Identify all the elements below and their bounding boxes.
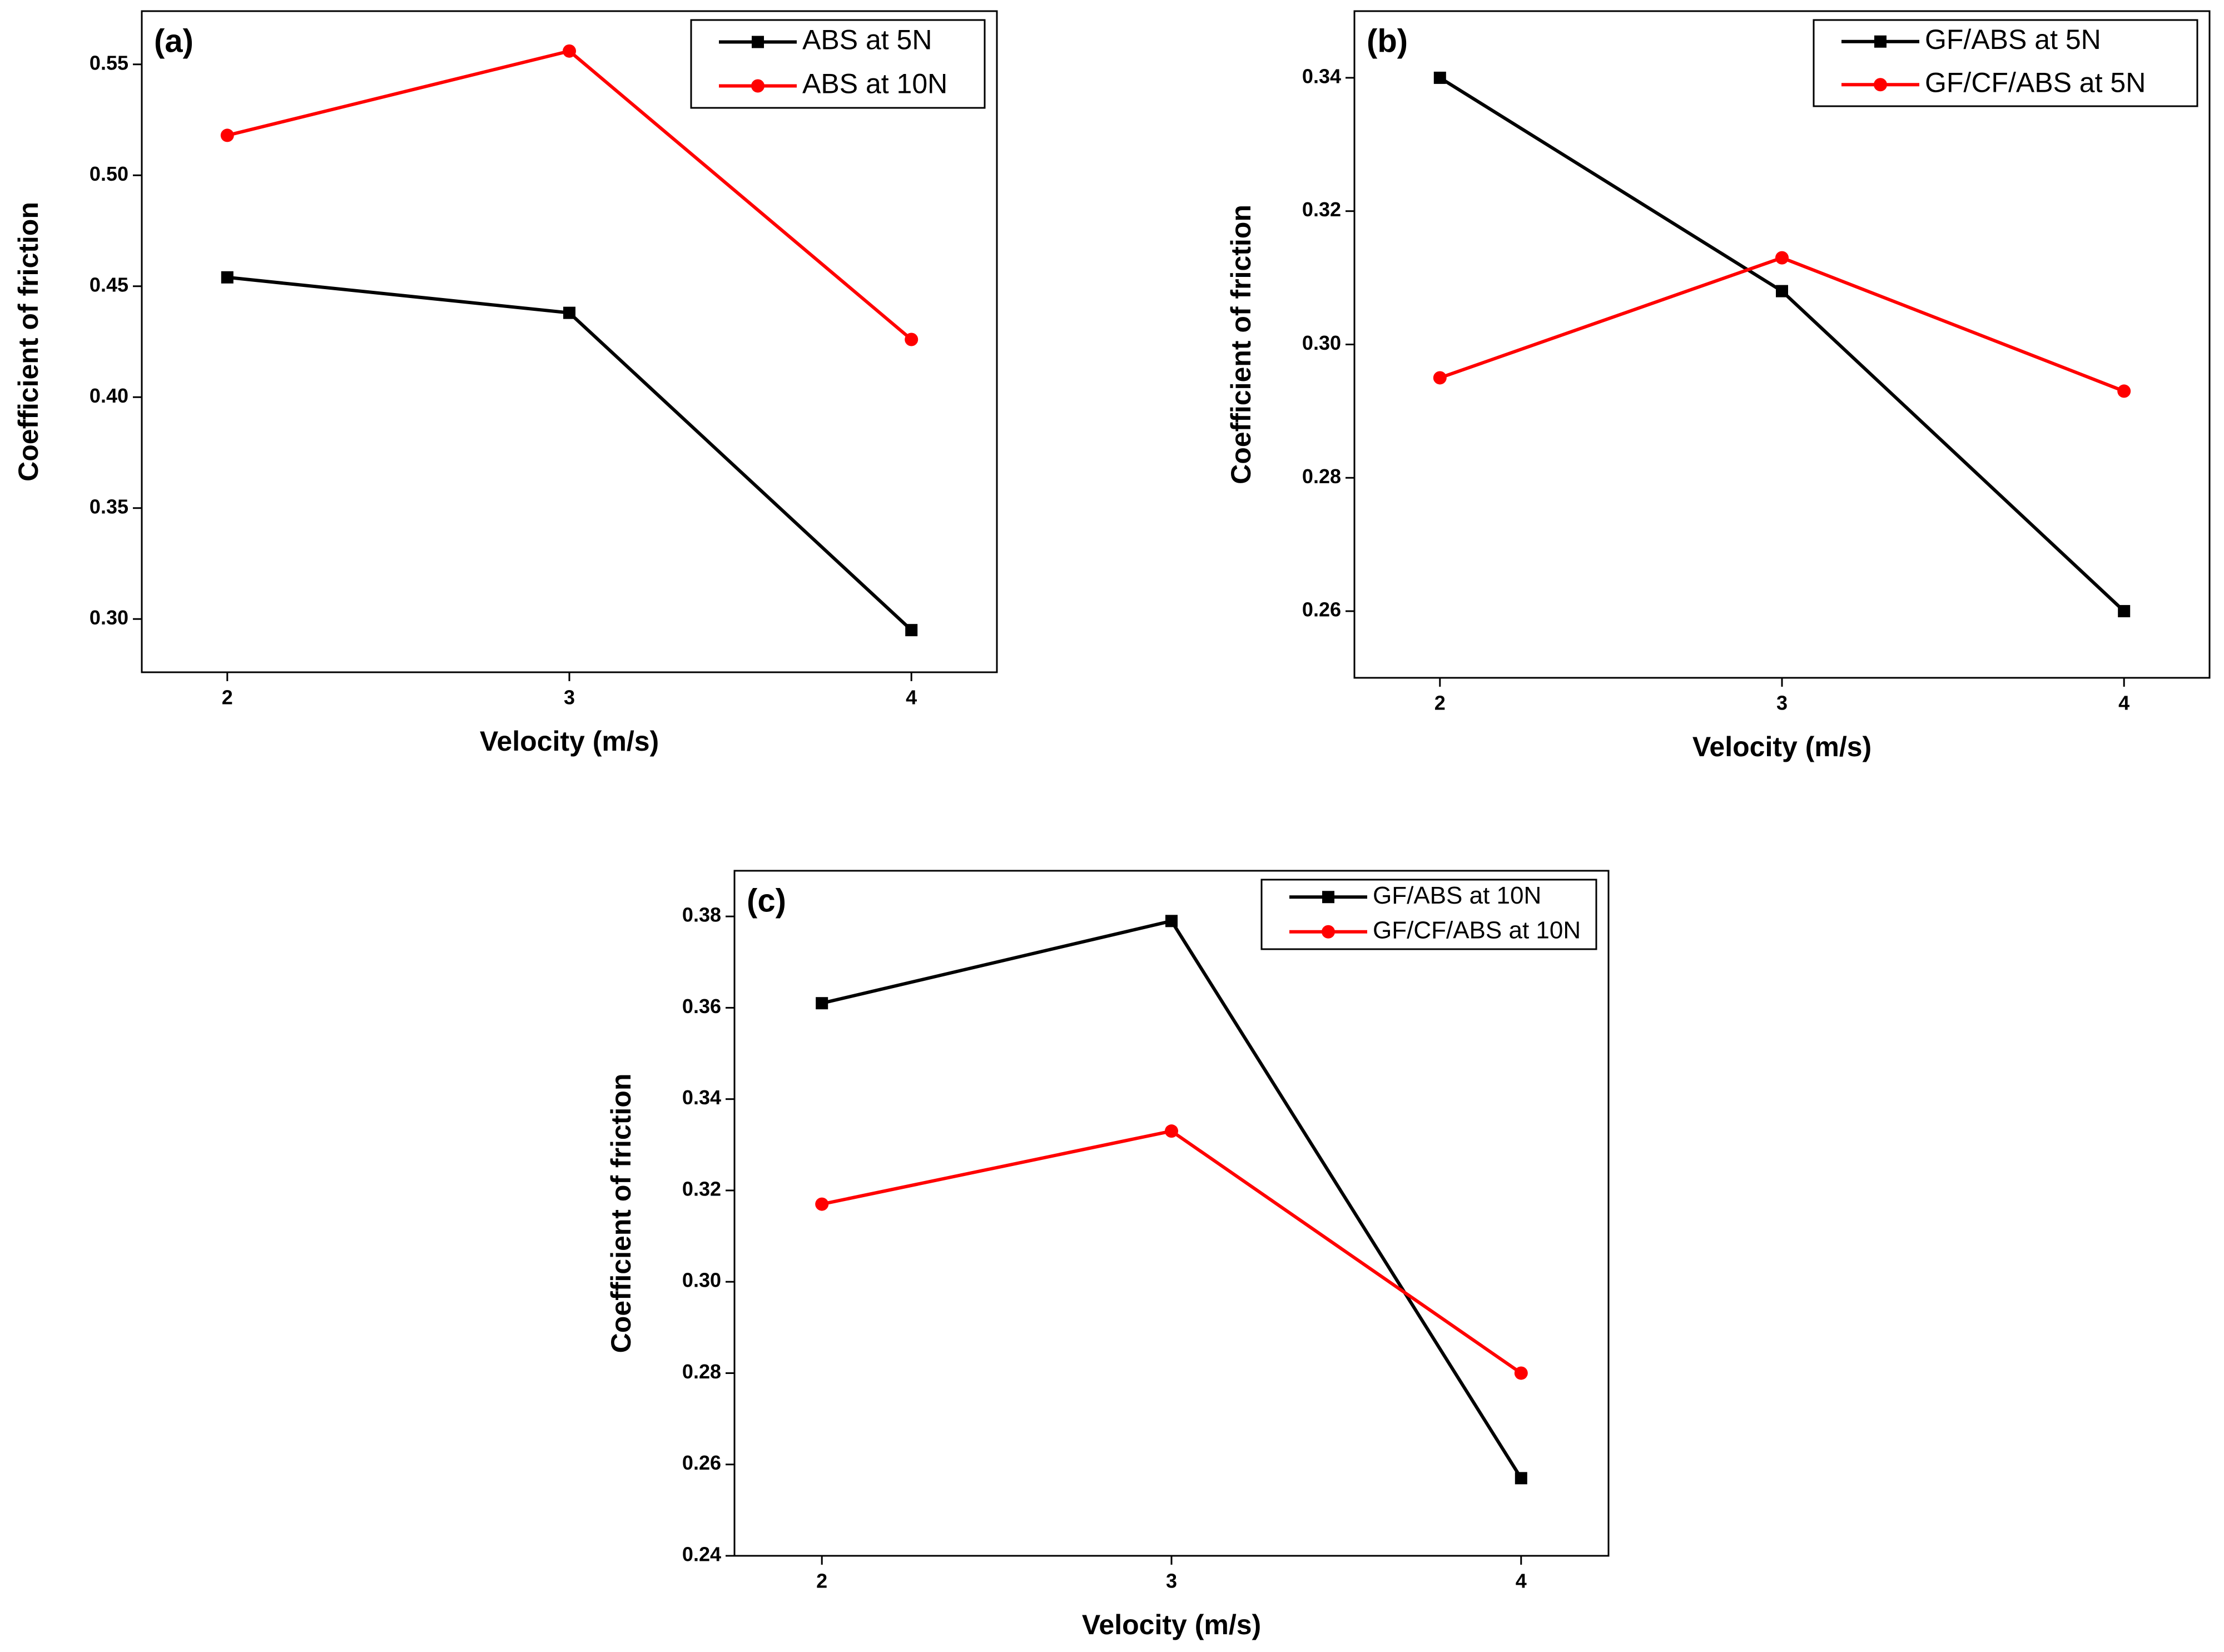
marker (2118, 605, 2131, 618)
legend-label: ABS at 5N (802, 24, 932, 56)
marker (1515, 1472, 1527, 1485)
marker (1165, 915, 1178, 927)
legend-marker (1874, 35, 1887, 48)
marker (1776, 285, 1788, 297)
x-tick-label: 4 (906, 686, 917, 709)
x-tick-label: 3 (1166, 1570, 1177, 1593)
legend-label: GF/ABS at 10N (1373, 882, 1541, 909)
series-line (821, 919, 1523, 1479)
plot-frame (141, 10, 998, 673)
panel-label: (b) (1367, 23, 1408, 59)
plot-frame (1353, 10, 2211, 679)
y-tick-label: 0.30 (682, 1269, 721, 1292)
marker (1165, 1124, 1178, 1138)
y-tick-label: 0.45 (90, 273, 128, 296)
y-tick-label: 0.34 (1302, 65, 1341, 87)
y-tick-label: 0.28 (1302, 465, 1341, 488)
marker (1433, 371, 1447, 385)
legend-box (1813, 19, 2198, 107)
panel-label: (c) (747, 882, 786, 919)
y-tick-label: 0.26 (1302, 598, 1341, 621)
y-axis-label: Coefficient of friction (605, 1074, 637, 1353)
y-tick-label: 0.40 (90, 384, 128, 407)
legend-label: ABS at 10N (802, 68, 947, 100)
y-tick-label: 0.30 (1302, 331, 1341, 354)
x-tick-label: 2 (1434, 692, 1446, 715)
legend-box (690, 19, 986, 109)
x-tick-label: 2 (222, 686, 233, 709)
legend-marker (1874, 78, 1887, 92)
legend-marker (752, 36, 764, 48)
marker (1775, 251, 1789, 265)
legend-box (1260, 879, 1597, 950)
marker (816, 997, 828, 1010)
legend-marker (751, 79, 765, 93)
x-tick-label: 2 (816, 1570, 827, 1593)
marker (905, 624, 918, 637)
y-tick-label: 0.55 (90, 51, 128, 74)
x-tick-label: 4 (2118, 692, 2129, 715)
legend-marker (1322, 925, 1335, 939)
y-tick-label: 0.32 (1302, 198, 1341, 221)
series-line (1439, 256, 2125, 393)
y-tick-label: 0.30 (90, 606, 128, 629)
y-tick-label: 0.34 (682, 1086, 721, 1109)
plot-frame (733, 870, 1610, 1557)
series-line (227, 275, 913, 632)
marker (815, 1197, 829, 1211)
marker (563, 44, 576, 58)
y-tick-label: 0.38 (682, 904, 721, 926)
y-axis-label: Coefficient of friction (1225, 205, 1257, 484)
x-axis-label: Velocity (m/s) (1082, 1609, 1261, 1640)
marker (1433, 71, 1446, 84)
x-axis-label: Velocity (m/s) (480, 726, 659, 757)
y-tick-label: 0.35 (90, 495, 128, 518)
y-tick-label: 0.50 (90, 162, 128, 185)
marker (220, 128, 234, 142)
x-axis-label: Velocity (m/s) (1692, 731, 1871, 762)
y-tick-label: 0.32 (682, 1177, 721, 1200)
marker (905, 333, 919, 346)
marker (563, 306, 575, 319)
y-tick-label: 0.24 (682, 1543, 721, 1566)
y-axis-label: Coefficient of friction (13, 202, 44, 482)
legend-marker (1322, 891, 1334, 904)
panel-label: (a) (154, 23, 193, 59)
marker (2117, 384, 2131, 398)
x-tick-label: 3 (564, 686, 575, 709)
series-line (1439, 76, 2126, 613)
y-tick-label: 0.36 (682, 995, 721, 1018)
marker (221, 271, 234, 284)
x-tick-label: 3 (1776, 692, 1788, 715)
legend-label: GF/CF/ABS at 10N (1373, 916, 1581, 944)
legend-label: GF/CF/ABS at 5N (1925, 67, 2146, 98)
y-tick-label: 0.28 (682, 1360, 721, 1383)
y-tick-label: 0.26 (682, 1451, 721, 1474)
series-line (821, 1129, 1522, 1375)
legend-label: GF/ABS at 5N (1925, 24, 2101, 55)
x-tick-label: 4 (1516, 1570, 1527, 1593)
marker (1514, 1366, 1528, 1380)
